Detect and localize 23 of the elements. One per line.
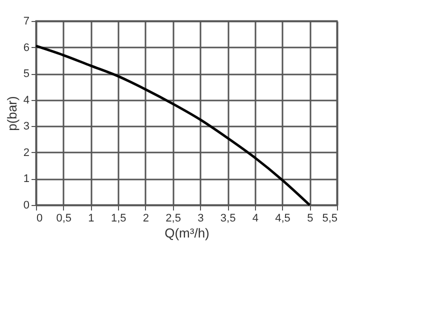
y-tick-label: 4 bbox=[23, 94, 30, 106]
x-tick-label: 2 bbox=[142, 212, 150, 224]
x-tick-label: 3 bbox=[198, 212, 204, 224]
y-tick-label: 5 bbox=[23, 68, 30, 80]
x-tick-label: 0,5 bbox=[56, 212, 72, 224]
x-tick-label: 3,5 bbox=[220, 212, 236, 224]
y-axis-title: p(bar) bbox=[4, 96, 20, 131]
line-series bbox=[34, 44, 311, 206]
x-tick-label: 0 bbox=[36, 212, 43, 224]
y-tick-label: 2 bbox=[23, 146, 30, 159]
x-tick-label: 4 bbox=[252, 212, 258, 224]
y-tick-label: 3 bbox=[23, 120, 30, 133]
x-tick-label: 2,5 bbox=[166, 212, 181, 224]
x-tick-label: 4,5 bbox=[275, 212, 290, 224]
x-tick-label: 1,5 bbox=[110, 212, 126, 224]
x-tick-label: 1 bbox=[88, 212, 94, 224]
y-tick-label: 1 bbox=[23, 173, 30, 186]
x-tick-label: 5,5 bbox=[322, 212, 338, 224]
y-tick-label: 0 bbox=[23, 200, 30, 212]
x-axis-title: Q(m³/h) bbox=[164, 226, 210, 240]
x-tick-label: 5 bbox=[307, 212, 314, 224]
y-tick-label: 7 bbox=[23, 16, 30, 28]
y-tick-label: 6 bbox=[23, 42, 30, 54]
